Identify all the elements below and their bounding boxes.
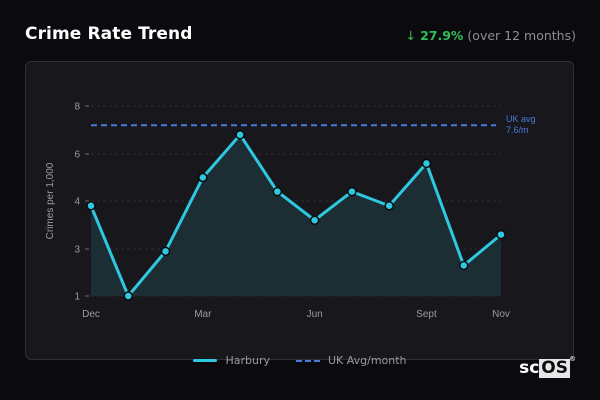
data-point[interactable] (198, 172, 208, 183)
x-tick-label: Dec (82, 309, 100, 320)
y-tick-label: 8 (74, 102, 80, 113)
legend-label: Harbury (225, 354, 270, 367)
data-point[interactable] (235, 130, 245, 140)
legend-label: UK Avg/month (327, 354, 407, 367)
data-point[interactable] (421, 158, 432, 169)
series-area-fill (91, 134, 501, 296)
y-axis-ticks: 8 6 4 3 1 (74, 102, 89, 303)
uk-avg-label-line1: UK avg (506, 114, 536, 124)
y-tick-label: 3 (74, 245, 80, 256)
solid-line-swatch-icon (193, 359, 218, 362)
y-tick-label: 1 (74, 292, 80, 303)
x-tick-label: Jun (307, 309, 323, 320)
x-tick-label: Nov (492, 309, 510, 320)
data-point[interactable] (160, 246, 171, 257)
dashed-line-swatch-icon (295, 359, 320, 362)
y-axis-label: Crimes per 1,000 (45, 162, 56, 239)
data-point[interactable] (86, 201, 96, 211)
change-summary: ↓ 27.9% (over 12 months) (406, 28, 576, 43)
registered-mark-icon: ® (569, 355, 576, 363)
data-point[interactable] (496, 229, 506, 240)
x-tick-label: Sept (416, 309, 437, 320)
data-point[interactable] (272, 186, 283, 197)
data-point[interactable] (384, 201, 394, 211)
data-point[interactable] (309, 215, 320, 225)
x-tick-label: Mar (194, 309, 212, 320)
change-period: (over 12 months) (467, 28, 576, 43)
y-tick-label: 4 (74, 197, 80, 208)
logo-highlight: OS (539, 357, 570, 378)
x-axis-ticks: Dec Mar Jun Sept Nov (82, 309, 510, 320)
chart-legend: Harbury UK Avg/month (0, 354, 600, 367)
data-point[interactable] (347, 186, 357, 197)
logo-prefix: sc (519, 358, 540, 378)
data-point[interactable] (123, 291, 134, 301)
change-percent: 27.9% (420, 28, 464, 43)
y-tick-label: 6 (74, 150, 80, 161)
scos-logo: sc OS ® (519, 355, 576, 378)
data-point-markers (86, 130, 506, 301)
legend-item-harbury[interactable]: Harbury (193, 354, 270, 367)
series-line-harbury (89, 133, 502, 298)
legend-item-uk-avg[interactable]: UK Avg/month (295, 354, 407, 367)
down-arrow-icon: ↓ (405, 28, 417, 43)
data-point[interactable] (458, 260, 469, 271)
uk-avg-label-line2: 7.6/m (506, 125, 529, 135)
page-title: Crime Rate Trend (25, 24, 193, 44)
